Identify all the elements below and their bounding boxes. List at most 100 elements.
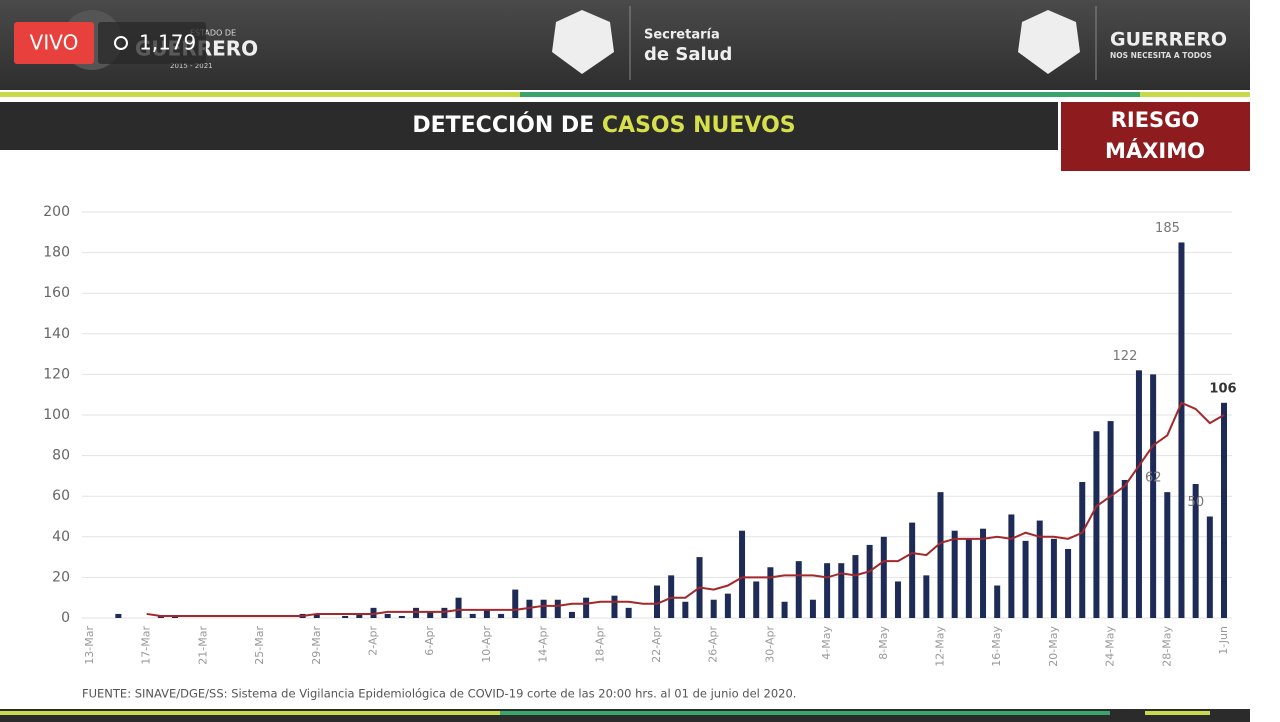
logo [552, 10, 614, 74]
bar [455, 597, 462, 618]
bar [1036, 520, 1043, 618]
bar [498, 613, 505, 618]
x-tick-label: 25-Mar [253, 626, 266, 665]
x-tick-label: 24-May [1104, 626, 1117, 667]
moving-average-line [146, 401, 1225, 617]
bar [172, 615, 179, 618]
bar [781, 601, 788, 618]
stripe [520, 92, 1140, 97]
logo [1018, 10, 1080, 74]
x-tick-label: 20-May [1047, 626, 1060, 667]
y-tick-label: 20 [52, 569, 70, 585]
source-note: FUENTE: SINAVE/DGE/SS: Sistema de Vigila… [82, 687, 796, 701]
bar [313, 613, 320, 618]
sec-label: de Salud [644, 44, 732, 65]
bar [583, 597, 590, 618]
bar [753, 581, 760, 618]
y-tick-label: 180 [43, 245, 70, 261]
x-tick-label: 28-May [1160, 626, 1173, 667]
bar [767, 567, 774, 618]
stripe [0, 711, 500, 715]
risk-box [1061, 102, 1250, 171]
bar [809, 599, 816, 618]
edge [1250, 0, 1280, 722]
bar [668, 575, 675, 618]
x-tick-label: 14-Apr [537, 626, 550, 663]
bar [427, 611, 434, 618]
bar [157, 615, 164, 618]
bar [1135, 370, 1142, 618]
bar [1093, 431, 1100, 618]
x-tick-label: 17-Mar [140, 626, 153, 665]
bar [852, 555, 859, 618]
risk-label: MÁXIMO [1105, 138, 1205, 163]
y-tick-label: 80 [52, 448, 70, 464]
bar [1050, 538, 1057, 618]
data-label: 106 [1209, 381, 1236, 396]
x-tick-label: 26-Apr [707, 626, 720, 663]
stripe [500, 711, 1110, 715]
brand-tag: NOS NECESITA A TODOS [1110, 51, 1212, 60]
bar [469, 613, 476, 618]
gov-years: 2015 - 2021 [170, 62, 213, 70]
live-badge [14, 22, 94, 64]
y-tick-label: 100 [43, 407, 70, 423]
viewer-count: 1,179 [139, 31, 196, 55]
bar [1079, 481, 1086, 618]
bar [115, 613, 122, 618]
bar [413, 607, 420, 618]
live-label: VIVO [30, 31, 79, 55]
data-label: 62 [1145, 471, 1162, 486]
bar [441, 607, 448, 618]
bottom-band [0, 709, 1250, 722]
title-part: CASOS NUEVOS [602, 113, 796, 138]
title-bar [0, 102, 1058, 150]
bar [937, 492, 944, 618]
bar [710, 599, 717, 618]
bar [483, 609, 490, 618]
bar [370, 607, 377, 618]
bar [1206, 516, 1213, 618]
y-tick-label: 0 [61, 610, 70, 626]
bar [682, 601, 689, 618]
brand: GUERRERO [1110, 29, 1227, 51]
stripe [1140, 92, 1250, 97]
bar [356, 613, 363, 618]
bar [923, 575, 930, 618]
bar [1022, 540, 1029, 618]
x-tick-label: 2-Apr [367, 626, 380, 656]
x-tick-label: 8-May [877, 626, 890, 660]
x-tick-label: 12-May [934, 626, 947, 667]
sec-label: Secretaría [644, 28, 720, 43]
bar [1178, 242, 1185, 618]
y-tick-label: 40 [52, 529, 70, 545]
bar [526, 599, 533, 618]
bar [568, 611, 575, 618]
x-tick-label: 4-May [820, 626, 833, 660]
bar [1121, 479, 1128, 618]
y-tick-label: 140 [43, 326, 70, 342]
bar [1065, 548, 1072, 618]
bar [1192, 484, 1199, 618]
bar [384, 613, 391, 618]
section-title: DETECCIÓN DE CASOS NUEVOS [412, 112, 795, 138]
data-label: 122 [1113, 349, 1138, 364]
bar [866, 544, 873, 618]
bar [398, 615, 405, 618]
bar [540, 599, 547, 618]
x-tick-label: 6-Apr [423, 626, 436, 656]
x-tick-label: 1-Jun [1217, 626, 1230, 655]
x-tick-label: 21-Mar [196, 626, 209, 665]
bar [994, 585, 1001, 618]
title-part: DETECCIÓN DE [412, 112, 594, 138]
bar [512, 589, 519, 618]
bar [951, 530, 958, 618]
bar [894, 581, 901, 618]
x-tick-label: 16-May [990, 626, 1003, 667]
bar [611, 595, 618, 618]
eye-icon [114, 36, 128, 50]
bar [724, 593, 731, 618]
bar [1107, 421, 1114, 618]
x-tick-label: 13-Mar [83, 626, 96, 665]
